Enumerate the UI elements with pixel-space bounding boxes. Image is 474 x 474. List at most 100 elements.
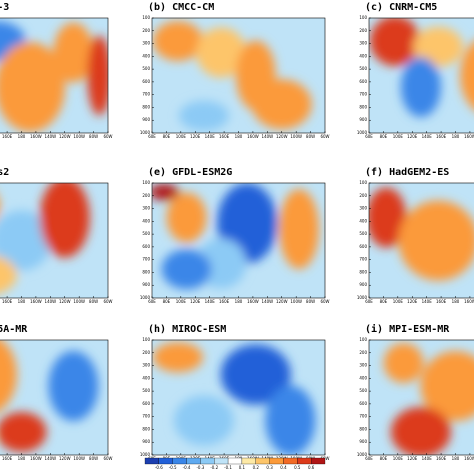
y-tick-label: 1000 — [357, 452, 368, 457]
contour-blob — [48, 351, 99, 421]
contour-blob — [0, 412, 47, 452]
y-tick-label: 700 — [359, 257, 367, 262]
y-tick-label: 200 — [142, 193, 150, 198]
contour-blob — [400, 57, 441, 117]
panel-title: (i) MPI-ESM-MR — [365, 323, 450, 335]
y-tick-label: 700 — [142, 414, 150, 419]
y-tick-label: 700 — [359, 414, 367, 419]
x-tick-label: 120W — [59, 134, 71, 139]
contour-blob — [420, 351, 474, 421]
panel: (f) HadGEM2-ES 100 200 300 400 500 600 700 800 90… — [357, 167, 474, 304]
x-tick-label: 120W — [59, 456, 71, 461]
x-tick-label: 60E — [365, 134, 373, 139]
contour-blob — [196, 27, 247, 78]
field — [369, 187, 474, 281]
field — [369, 18, 474, 117]
x-tick-label: 160E — [436, 299, 447, 304]
x-tick-label: 60E — [148, 299, 156, 304]
x-tick-label: 120W — [276, 299, 288, 304]
x-tick-label: 160W — [464, 299, 474, 304]
colorbar-label: 0.2 — [253, 465, 260, 470]
y-tick-label: 900 — [142, 282, 150, 287]
y-tick-label: 600 — [142, 79, 150, 84]
y-tick-label: 300 — [359, 363, 367, 368]
field — [383, 343, 474, 455]
y-tick-label: 200 — [142, 350, 150, 355]
x-tick-label: 180 — [235, 299, 243, 304]
panel-title: (a) ACCESS1-3 — [0, 2, 9, 13]
x-tick-label: 80E — [163, 299, 171, 304]
colorbar-label: -0.2 — [210, 465, 218, 470]
colorbar-swatch — [158, 457, 173, 465]
x-tick-label: 60W — [103, 456, 112, 461]
x-tick-label: 160W — [464, 134, 474, 139]
y-tick-label: 900 — [359, 117, 367, 122]
colorbar-swatch — [297, 457, 312, 465]
x-tick-label: 140W — [45, 134, 57, 139]
y-tick-label: 800 — [359, 426, 367, 431]
y-tick-label: 800 — [359, 269, 367, 274]
colorbar-swatch — [214, 457, 229, 465]
field — [152, 21, 312, 131]
x-tick-label: 60E — [365, 299, 373, 304]
x-tick-label: 160E — [219, 134, 230, 139]
x-tick-label: 80E — [163, 134, 171, 139]
y-tick-label: 600 — [359, 244, 367, 249]
colorbar-label: -0.6 — [155, 465, 163, 470]
x-tick-label: 80E — [380, 299, 388, 304]
y-tick-label: 900 — [142, 439, 150, 444]
colorbar-label: 0.3 — [266, 465, 273, 470]
colorbar-swatch — [200, 457, 215, 465]
contour-blob — [390, 407, 451, 455]
field-blur — [383, 343, 474, 455]
x-tick-label: 140W — [262, 299, 274, 304]
colorbar-label: 0.5 — [294, 465, 301, 470]
x-tick-label: 100W — [73, 134, 85, 139]
y-tick-label: 100 — [142, 337, 150, 342]
y-tick-label: 600 — [359, 79, 367, 84]
y-tick-label: 1000 — [140, 130, 151, 135]
y-tick-label: 500 — [359, 388, 367, 393]
contour-blob — [0, 210, 52, 271]
y-tick-label: 1000 — [357, 130, 368, 135]
y-tick-label: 200 — [142, 28, 150, 33]
panel: (a) ACCESS1-3100200300400500600700800900… — [0, 2, 113, 139]
y-tick-label: 1000 — [140, 295, 151, 300]
panel-title: (d) FGOALS-s2 — [0, 167, 9, 178]
contour-blob — [369, 187, 407, 248]
x-tick-label: 100E — [393, 134, 404, 139]
y-tick-label: 500 — [142, 231, 150, 236]
x-tick-label: 80W — [306, 134, 315, 139]
y-tick-label: 900 — [359, 439, 367, 444]
y-tick-label: 600 — [359, 401, 367, 406]
contour-blob — [152, 21, 203, 61]
x-tick-label: 60E — [148, 134, 156, 139]
y-tick-label: 300 — [142, 206, 150, 211]
y-tick-label: 200 — [359, 193, 367, 198]
x-tick-label: 160W — [30, 299, 42, 304]
field-blur — [152, 183, 320, 290]
x-tick-label: 100W — [290, 134, 302, 139]
y-tick-label: 300 — [142, 363, 150, 368]
colorbar-label: -0.3 — [196, 465, 204, 470]
x-tick-label: 120E — [407, 134, 418, 139]
contour-blob — [53, 22, 94, 83]
x-tick-label: 100E — [393, 456, 404, 461]
field — [152, 342, 316, 455]
panel-title: (c) CNRM-CM5 — [365, 2, 437, 13]
y-tick-label: 100 — [359, 337, 367, 342]
x-tick-label: 80W — [306, 299, 315, 304]
field — [0, 183, 90, 293]
contour-blob — [383, 343, 424, 383]
contour-blob — [398, 200, 474, 281]
y-tick-label: 300 — [359, 206, 367, 211]
x-tick-label: 60W — [320, 299, 329, 304]
x-tick-label: 60W — [103, 134, 112, 139]
x-tick-label: 80W — [89, 134, 98, 139]
field-blur — [369, 18, 474, 117]
x-tick-label: 100W — [73, 456, 85, 461]
y-tick-label: 500 — [142, 388, 150, 393]
field-blur — [369, 187, 474, 281]
contour-blob — [152, 184, 180, 201]
x-tick-label: 140W — [45, 299, 57, 304]
